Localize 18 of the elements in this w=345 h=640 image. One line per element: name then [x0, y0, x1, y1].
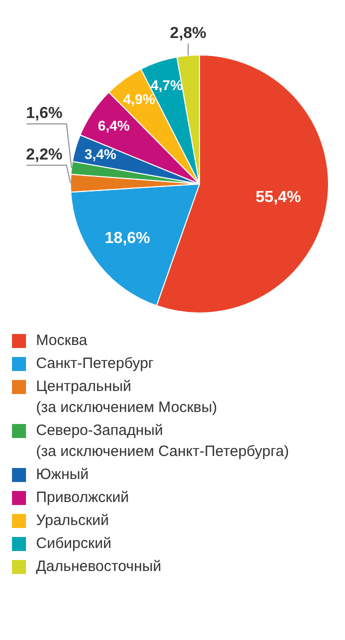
- data-label: 4,7%: [150, 77, 184, 94]
- legend-label: Приволжский: [36, 488, 129, 508]
- legend-label: Санкт-Петербург: [36, 354, 154, 374]
- legend-label: Москва: [36, 331, 88, 351]
- legend-label: Дальневосточный: [36, 557, 162, 577]
- legend-label: Уральский: [36, 511, 109, 531]
- data-label: 18,6%: [104, 230, 150, 247]
- data-label: 2,8%: [170, 24, 206, 42]
- data-label: 3,4%: [84, 146, 117, 162]
- data-label: 4,9%: [123, 91, 156, 108]
- legend-label: Центральный (за исключением Москвы): [36, 377, 218, 418]
- data-label: 2,2%: [26, 146, 62, 164]
- legend-label: Южный: [36, 465, 89, 485]
- data-label: 55,4%: [256, 188, 302, 206]
- data-label: 6,4%: [98, 117, 130, 134]
- data-label: 1,6%: [26, 105, 62, 122]
- legend-label: Северо-Западный (за исключением Санкт-Петербурга): [36, 421, 289, 462]
- legend-label: Сибирский: [36, 534, 112, 554]
